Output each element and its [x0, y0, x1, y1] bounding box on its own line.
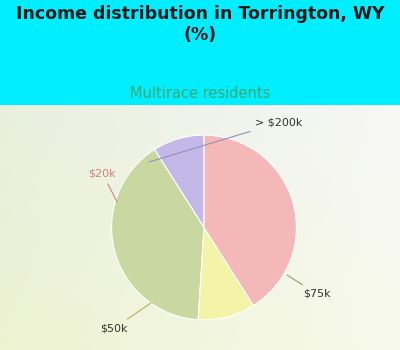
Text: $75k: $75k: [287, 275, 331, 299]
Wedge shape: [112, 149, 204, 320]
Wedge shape: [154, 135, 204, 228]
Text: > $200k: > $200k: [149, 118, 302, 162]
Text: Multirace residents: Multirace residents: [130, 86, 270, 101]
Wedge shape: [198, 228, 254, 320]
Text: $50k: $50k: [100, 303, 151, 334]
Text: $20k: $20k: [88, 169, 117, 202]
Text: Income distribution in Torrington, WY
(%): Income distribution in Torrington, WY (%…: [16, 5, 384, 44]
Wedge shape: [204, 135, 296, 306]
